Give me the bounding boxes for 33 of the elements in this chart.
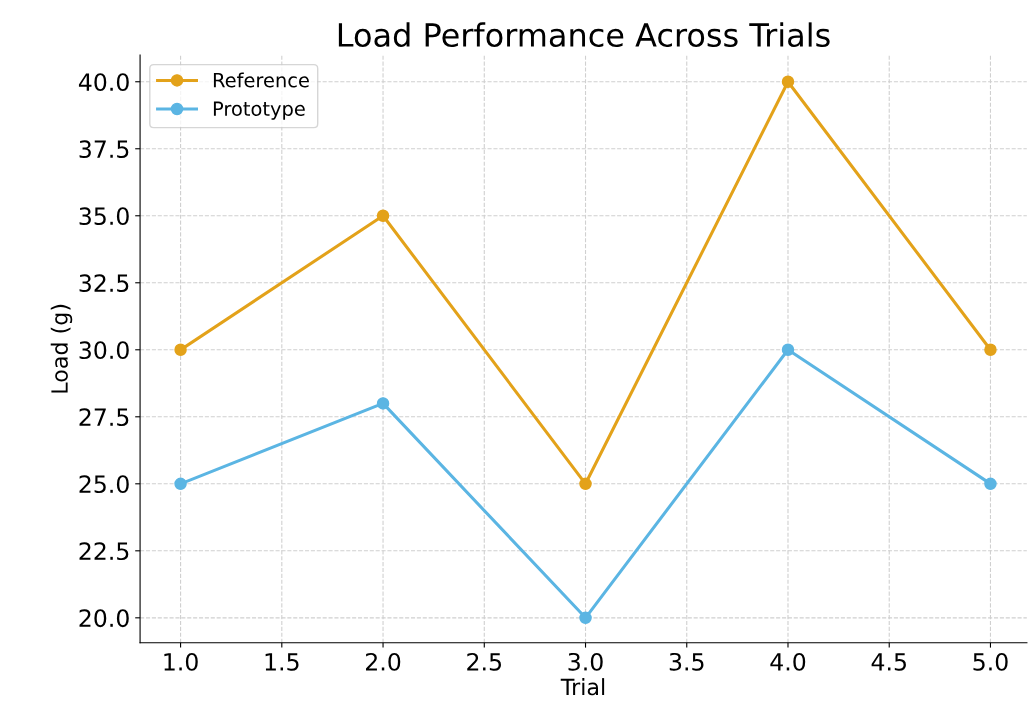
legend-label: Prototype — [213, 101, 305, 120]
y-tick-label: 32.5 — [79, 274, 129, 293]
point — [376, 209, 390, 223]
chart-title: Load Performance Across Trials — [338, 22, 830, 48]
point — [174, 477, 187, 491]
x-axis-title: Trial — [560, 678, 605, 696]
x-tick-label: 5.0 — [973, 652, 1008, 671]
y-tick-label: 22.5 — [79, 542, 129, 561]
x-tick-label: 1.0 — [164, 652, 198, 671]
y-tick-label: 30.0 — [79, 341, 129, 360]
y-tick-label: 20.0 — [79, 609, 129, 628]
y-tick-label: 37.5 — [79, 140, 129, 159]
point — [781, 75, 795, 89]
x-tick-label: 3.0 — [568, 652, 603, 671]
x-tick-label: 4.5 — [871, 653, 906, 671]
y-tick-label: 27.5 — [79, 408, 129, 427]
point — [579, 611, 592, 625]
point — [579, 477, 592, 491]
y-axis-title: Load (g) — [50, 304, 73, 393]
x-tick-label: 3.5 — [669, 652, 704, 671]
x-tick-label: 4.0 — [770, 652, 806, 671]
point — [376, 397, 390, 410]
y-tick-label: 40.0 — [78, 73, 129, 92]
point — [984, 343, 997, 357]
x-tick-label: 1.5 — [265, 653, 299, 671]
point — [174, 343, 187, 357]
legend-label: Reference — [213, 72, 309, 88]
point — [781, 343, 795, 357]
y-tick-label: 25.0 — [79, 475, 129, 494]
x-tick-label: 2.0 — [366, 652, 401, 671]
y-tick-label: 35.0 — [79, 207, 129, 226]
point — [984, 477, 997, 491]
x-tick-label: 2.5 — [467, 652, 501, 671]
